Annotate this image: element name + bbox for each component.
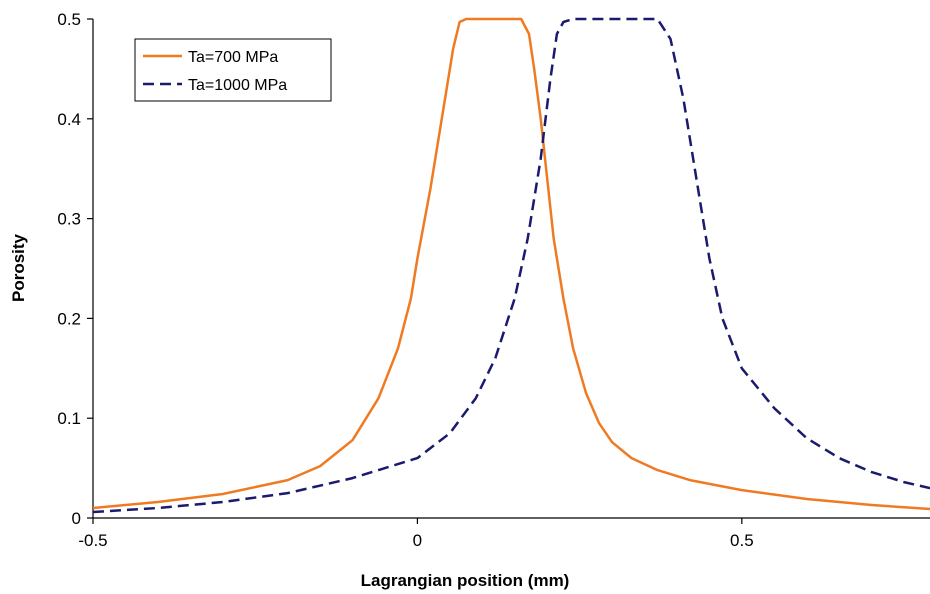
y-tick-label: 0.5 bbox=[57, 10, 81, 29]
x-tick-label: -0.5 bbox=[78, 531, 107, 550]
series-line-ta1000 bbox=[92, 17, 930, 514]
x-axis-title: Lagrangian position (mm) bbox=[361, 571, 570, 590]
y-tick-label: 0.1 bbox=[57, 409, 81, 428]
y-tick-label: 0.2 bbox=[57, 309, 81, 328]
plot-area: 0 0.1 0.2 0.3 0.4 0.5 -0.5 0 0.5 bbox=[57, 10, 930, 550]
x-axis-ticks: -0.5 0 0.5 bbox=[78, 518, 754, 550]
legend-box bbox=[134, 38, 332, 102]
y-tick-label: 0 bbox=[72, 509, 81, 528]
series-layer bbox=[92, 17, 930, 514]
legend-label-ta1000: Ta=1000 MPa bbox=[188, 77, 287, 94]
series-line-ta700 bbox=[92, 17, 930, 511]
y-tick-label: 0.3 bbox=[57, 210, 81, 229]
legend: Ta=700 MPa Ta=1000 MPa bbox=[134, 38, 332, 102]
x-tick-label: 0 bbox=[413, 531, 422, 550]
y-tick-label: 0.4 bbox=[57, 110, 81, 129]
legend-label-ta700: Ta=700 MPa bbox=[188, 49, 278, 66]
y-axis-ticks: 0 0.1 0.2 0.3 0.4 0.5 bbox=[57, 10, 93, 528]
y-axis-title: Porosity bbox=[9, 233, 28, 302]
x-tick-label: 0.5 bbox=[730, 531, 754, 550]
